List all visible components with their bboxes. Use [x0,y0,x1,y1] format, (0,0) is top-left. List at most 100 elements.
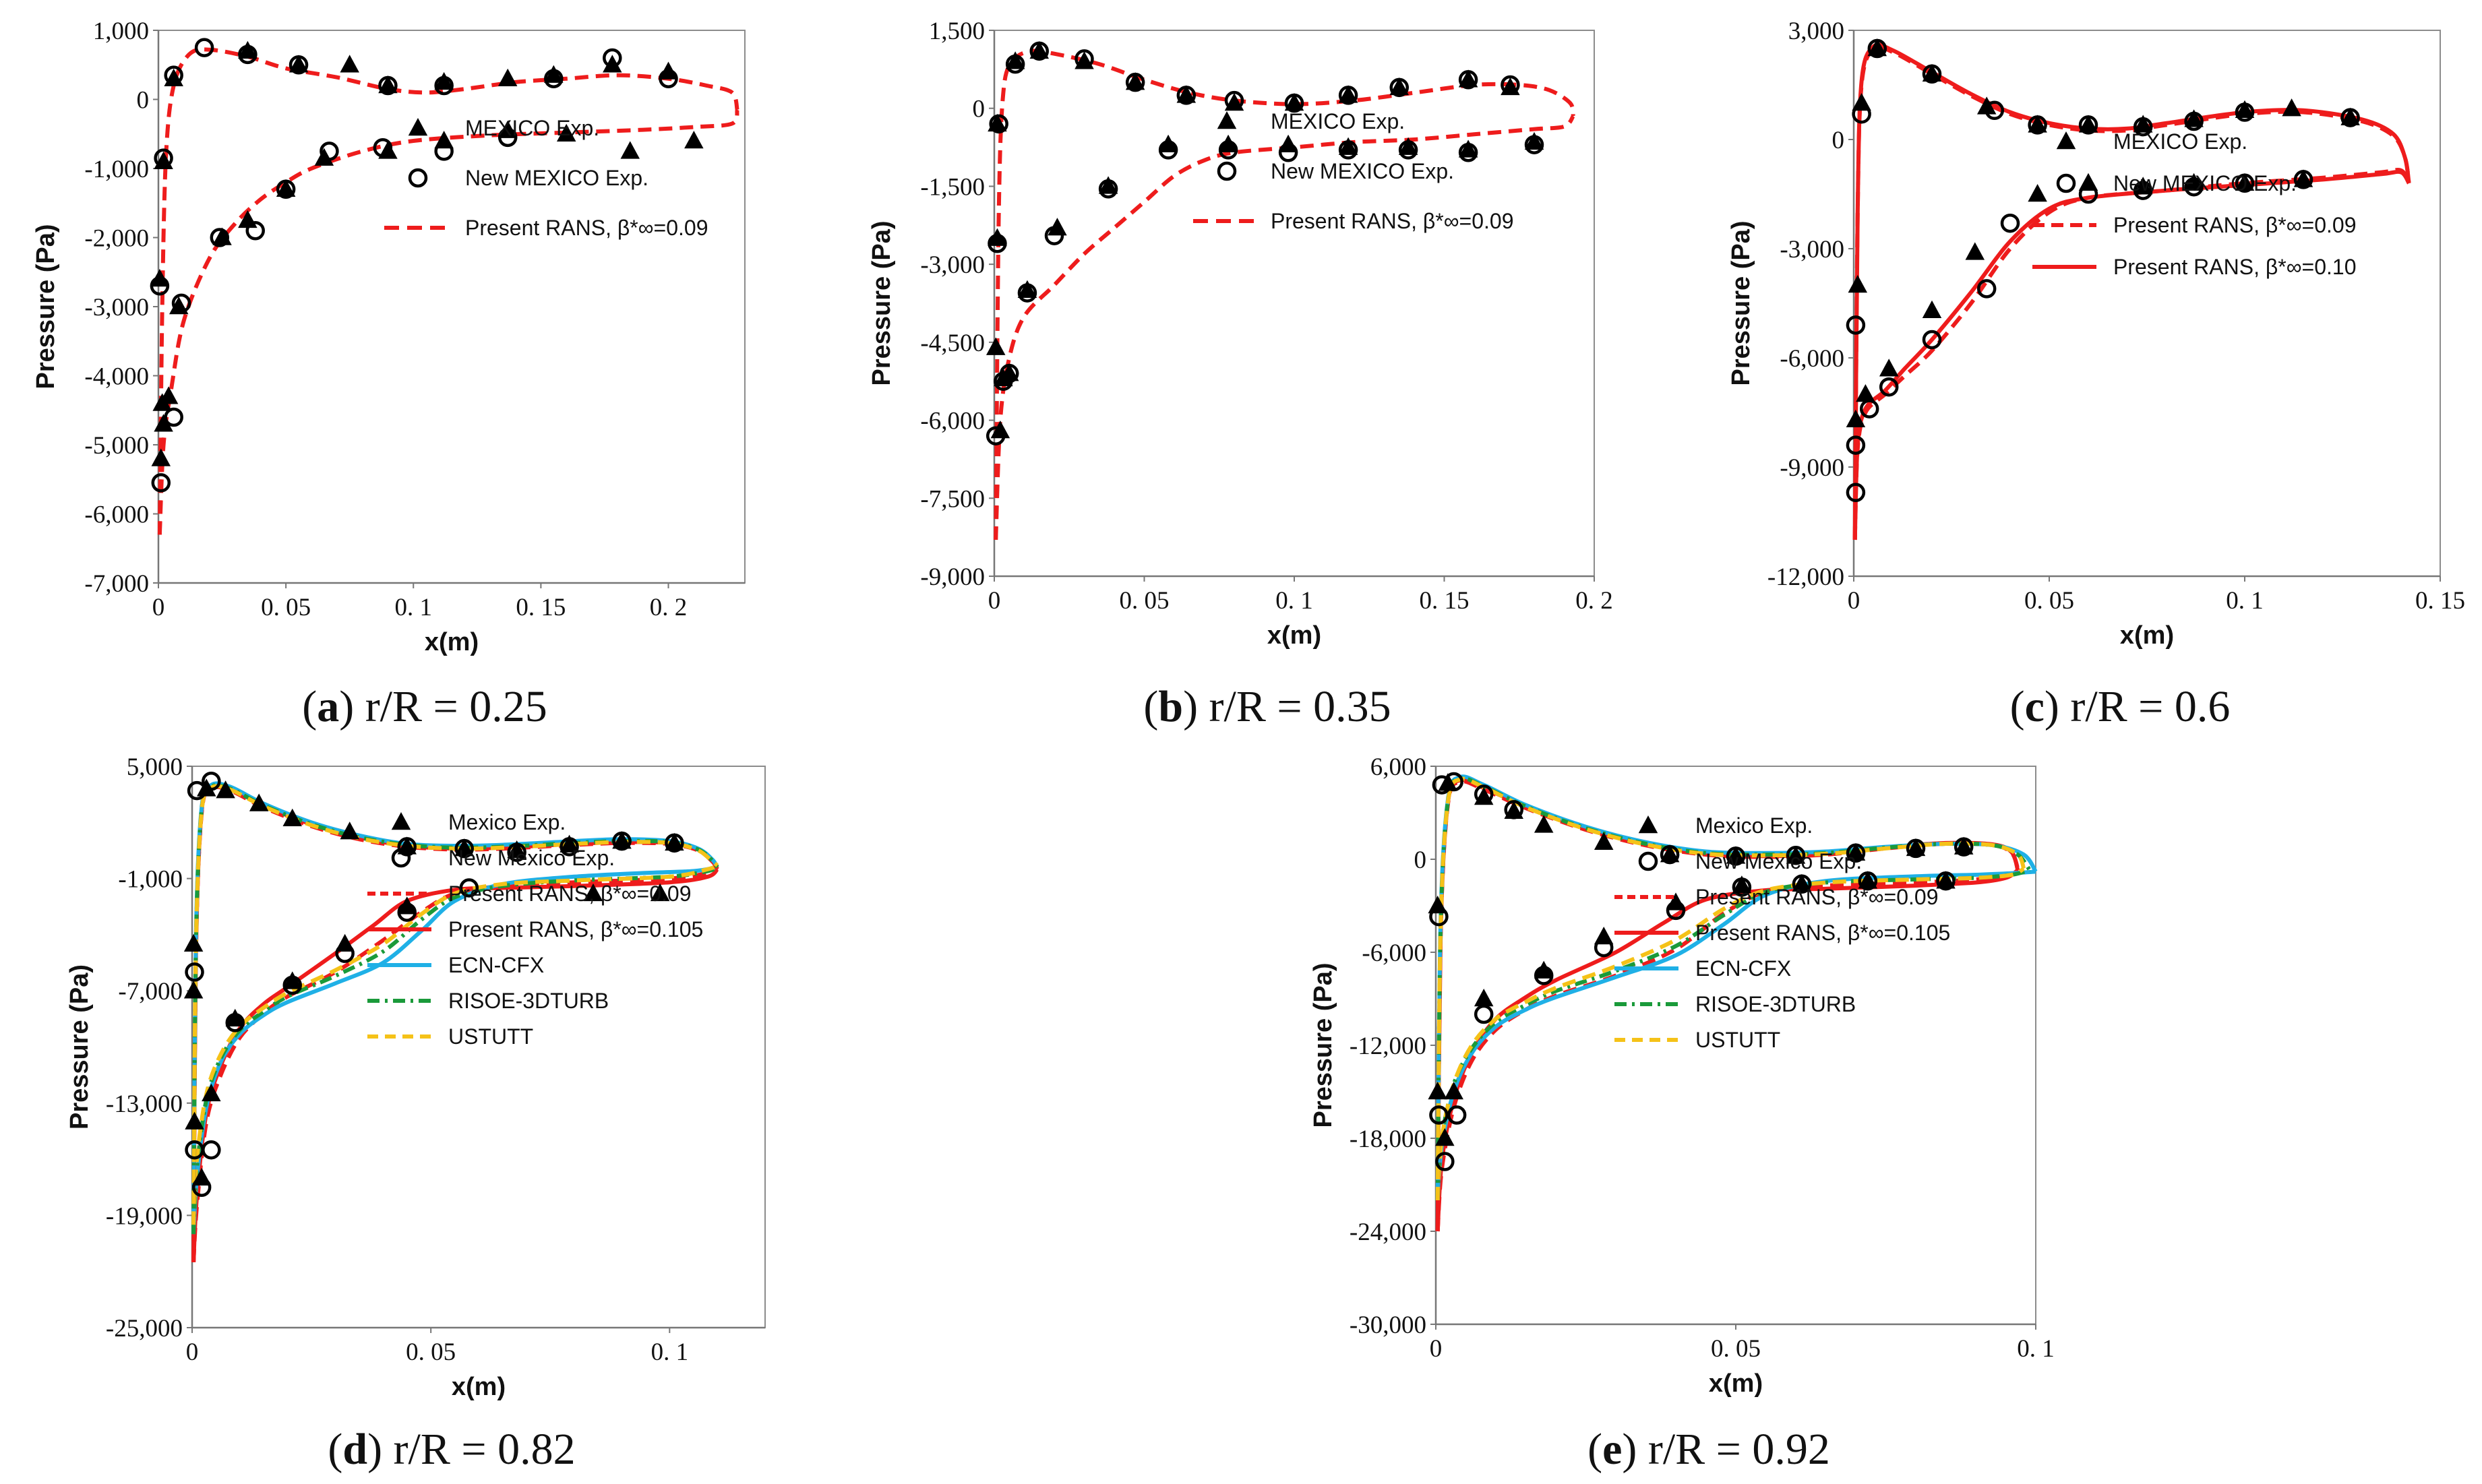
mexico-exp-point [225,1008,245,1027]
mexico-exp-point [1846,409,1866,428]
new-mexico-exp-point [1398,140,1418,160]
legend-marker-triangle [1638,815,1658,834]
new-mexico-exp-point [1524,135,1544,154]
legend-marker-circle [391,848,411,868]
x-tick-label: 0. 1 [2017,1335,2055,1363]
new-mexico-exp-point [1098,179,1118,199]
new-mexico-exp-point [150,276,170,296]
y-tick-label: -7,500 [920,485,985,513]
mexico-exp-point [1125,72,1145,90]
new-mexico-exp-point [154,148,173,168]
panel-caption-letter: b [1158,682,1183,731]
mexico-exp-point [282,971,302,989]
legend-label: Present RANS, β*∞=0.09 [1271,209,1514,233]
series-line [191,863,719,1225]
mexico-exp-point [1444,1082,1463,1100]
series-line [1435,867,2025,1201]
chart-panel-a: -7,000 -6,000 -5,000 -4,000 -3,000 -2,000 -1,0… [32,18,746,731]
y-tick-label: -12,000 [1350,1032,1426,1060]
new-mexico-exp-point [185,962,204,982]
new-mexico-exp-point [1534,966,1554,985]
legend-marker-triangle [391,812,411,830]
mexico-exp-point [1534,815,1554,833]
legend-marker-circle [1217,161,1237,181]
y-tick-label: 1,500 [929,18,985,45]
mexico-exp-point [1792,873,1812,892]
mexico-exp-point [1954,836,1974,855]
new-mexico-exp-point [151,473,171,493]
new-mexico-exp-point [225,1013,245,1032]
legend-label: Present RANS, β*∞=0.105 [1695,921,1950,945]
new-mexico-exp-point [1792,874,1812,894]
y-tick-label: 1,000 [93,18,149,45]
series-line [1435,776,2026,1201]
legend-label: Mexico Exp. [448,810,566,834]
new-mexico-exp-point [289,55,309,75]
mexico-exp-point [183,933,204,952]
x-tick-label: 0 [1848,587,1860,615]
x-axis-label: x(m) [425,628,479,656]
new-mexico-exp-point [2293,170,2313,189]
new-mexico-exp-point [1432,775,1452,795]
new-mexico-exp-point [1501,75,1520,95]
mexico-exp-point [603,55,622,73]
y-tick-label: -19,000 [106,1202,183,1230]
legend-label: ECN-CFX [1695,956,1791,981]
mexico-exp-point [454,838,474,857]
plot-area-frame [158,30,746,584]
x-tick-label: 0 [152,594,165,621]
x-axis-label: x(m) [1267,621,1321,650]
new-mexico-exp-point [191,1177,212,1197]
new-mexico-exp-point [1867,38,1887,59]
new-mexico-exp-point [1858,871,1878,891]
legend-label: MEXICO Exp. [465,116,599,140]
mexico-exp-point [1428,1082,1447,1100]
new-mexico-exp-point [1846,843,1866,863]
mexico-exp-point [1856,384,1875,402]
mexico-exp-point [2293,169,2313,187]
new-mexico-exp-point [1125,72,1145,92]
new-mexico-exp-point [1504,800,1523,820]
new-mexico-exp-point [2235,102,2255,122]
x-tick-label: 0. 05 [406,1338,456,1366]
y-tick-label: -6,000 [1780,345,1844,373]
y-tick-label: -3,000 [84,294,149,321]
x-tick-label: 0. 05 [261,594,311,621]
mexico-exp-point [1458,140,1478,158]
x-tick-label: 0. 1 [651,1338,689,1366]
panel-caption: (d) r/R = 0.82 [328,1425,575,1474]
mexico-exp-point [151,448,171,466]
legend-marker-circle [2056,173,2076,193]
new-mexico-exp-point [373,138,393,158]
new-mexico-exp-point [1879,377,1899,397]
new-mexico-exp-point [276,179,296,199]
y-tick-label: -7,000 [84,570,149,598]
mexico-exp-point [612,831,632,849]
mexico-exp-point [1965,242,1985,260]
new-mexico-exp-point [1922,330,1942,350]
x-tick-label: 0. 05 [1120,587,1170,615]
mexico-exp-point [276,179,296,197]
new-mexico-exp-point [1474,1004,1494,1024]
mexico-exp-point [1017,280,1037,298]
new-mexico-exp-point [2133,117,2153,137]
mexico-exp-point [340,822,359,840]
panel-caption: (a) r/R = 0.25 [302,682,547,731]
new-mexico-exp-point [320,142,339,161]
legend-label: Present RANS, β*∞=0.09 [2113,213,2357,237]
new-mexico-exp-point [1732,877,1752,897]
new-mexico-exp-point [1660,844,1680,865]
mexico-exp-point [2340,107,2360,125]
new-mexico-exp-point [2000,213,2020,233]
y-tick-label: -9,000 [920,563,985,591]
x-axis-label: x(m) [1709,1369,1763,1398]
new-mexico-exp-point [603,48,622,68]
x-tick-label: 0. 05 [1711,1335,1761,1363]
y-tick-label: -24,000 [1350,1218,1426,1246]
new-mexico-exp-point [497,127,518,148]
panel-caption: (b) r/R = 0.35 [1143,682,1391,731]
mexico-exp-point [1922,300,1942,319]
new-mexico-exp-point [1846,483,1866,503]
new-mexico-exp-point [164,65,183,85]
legend-marker-circle [1638,851,1658,871]
